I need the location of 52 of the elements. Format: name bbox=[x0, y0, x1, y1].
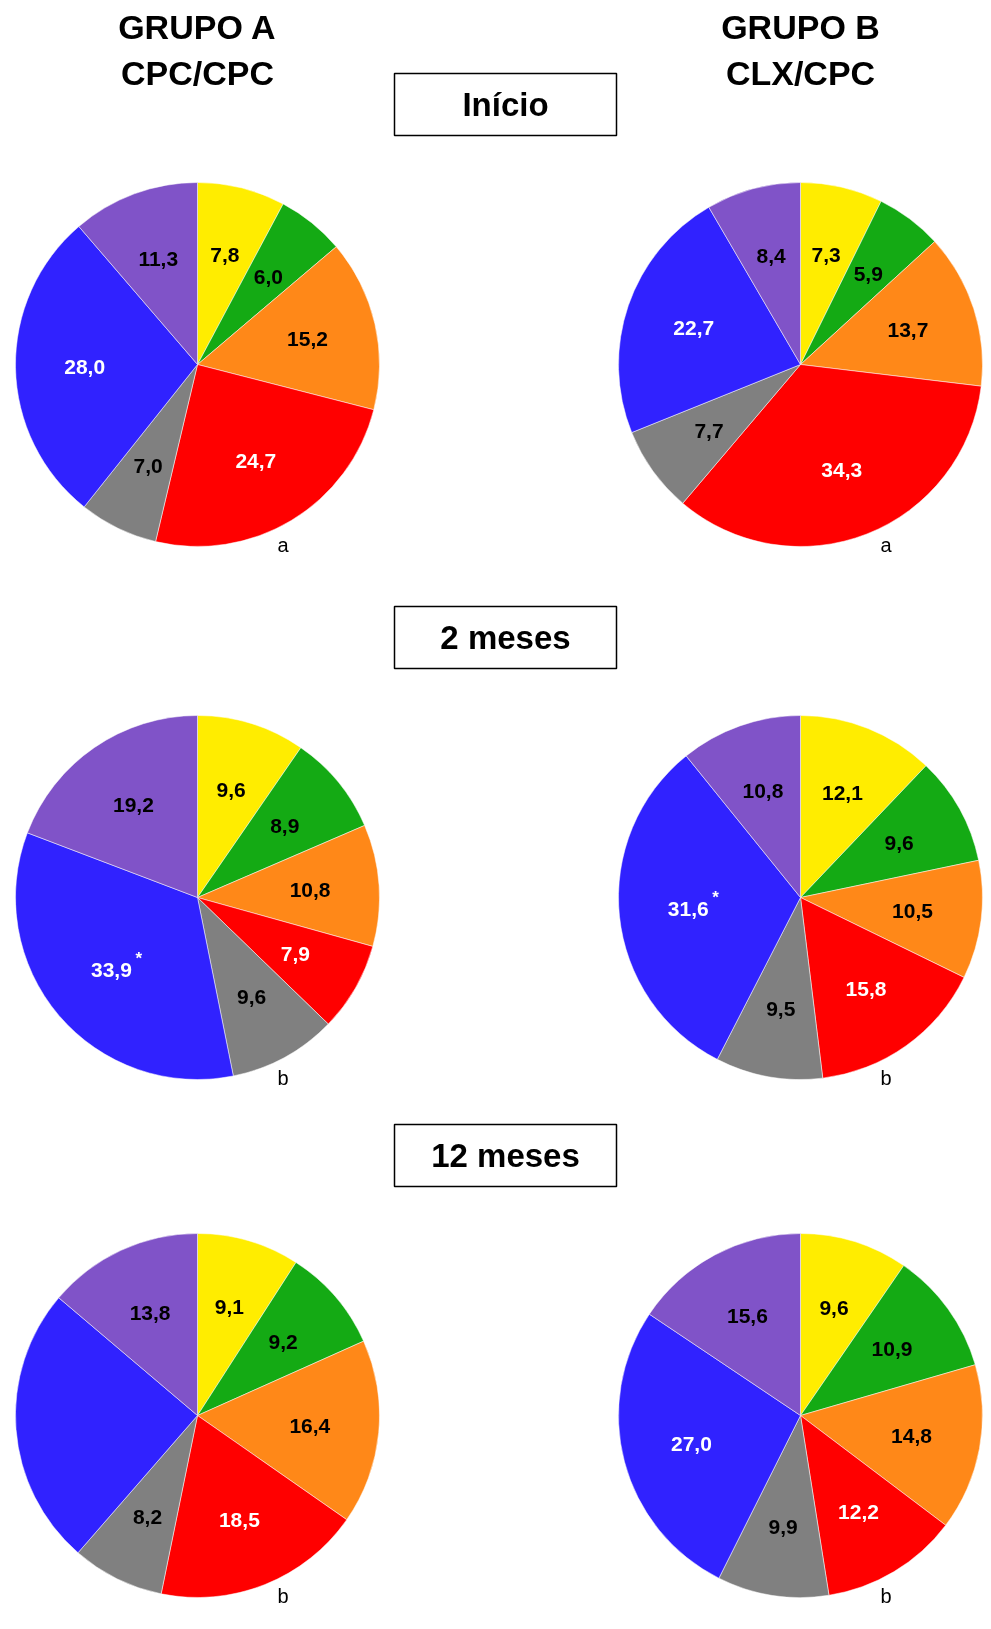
data-label: 7,7 bbox=[694, 418, 724, 442]
data-label: 9,6 bbox=[819, 1295, 849, 1319]
data-label: 15,6 bbox=[726, 1303, 768, 1327]
data-label: 10,5 bbox=[892, 899, 934, 923]
text: b bbox=[277, 1584, 289, 1607]
data-label: 9,5 bbox=[766, 996, 796, 1020]
data-label: 8,4 bbox=[756, 243, 786, 267]
data-label: 10,9 bbox=[871, 1337, 913, 1361]
data-label: 12,2 bbox=[838, 1500, 879, 1524]
data-label: 7,9 bbox=[280, 941, 311, 965]
data-label: 9,6 bbox=[237, 984, 267, 1008]
data-label: 13,8 bbox=[129, 1301, 171, 1325]
chart-title: GRUPO A CPC/CPC bbox=[118, 7, 276, 92]
data-label: 5,9 bbox=[853, 262, 883, 286]
data-label: 18,5 bbox=[218, 1508, 261, 1532]
data-label: 7,0 bbox=[133, 453, 163, 477]
data-label: 11,3 bbox=[138, 246, 179, 270]
data-label: 14,8 bbox=[891, 1423, 933, 1447]
data-label: 28,0 bbox=[64, 354, 106, 378]
data-label: 12,1 bbox=[821, 780, 864, 804]
data-label: 22,7 bbox=[673, 315, 715, 339]
chart-title: GRUPO B CLX/CPC bbox=[721, 7, 880, 92]
text: a bbox=[880, 533, 893, 556]
data-label: 34,3 bbox=[821, 457, 863, 481]
data-label: 16,4 bbox=[289, 1414, 331, 1438]
data-label: 9,1 bbox=[214, 1295, 245, 1319]
data-label: 31,6* bbox=[667, 887, 720, 921]
data-label: 19,2 bbox=[113, 792, 154, 816]
text: b bbox=[880, 1066, 892, 1089]
text: a bbox=[277, 533, 290, 556]
data-label: 7,8 bbox=[210, 243, 240, 267]
data-label: 6,0 bbox=[253, 264, 283, 288]
text: 12 meses bbox=[431, 1137, 580, 1174]
data-label: 27,0 bbox=[670, 1432, 712, 1456]
text: Início bbox=[462, 86, 549, 123]
data-label: 9,9 bbox=[768, 1515, 798, 1539]
data-label: 10,8 bbox=[742, 779, 784, 803]
data-label: 9,2 bbox=[268, 1329, 298, 1353]
text: b bbox=[277, 1066, 289, 1089]
data-label: 24,7 bbox=[235, 449, 277, 473]
data-label: 9,6 bbox=[884, 830, 914, 854]
data-label: 7,3 bbox=[811, 242, 841, 266]
data-label: 13,7 bbox=[887, 317, 929, 341]
data-label: 15,2 bbox=[287, 327, 328, 351]
data-label: 9,6 bbox=[216, 777, 246, 801]
data-label: 8,9 bbox=[270, 813, 300, 837]
data-label: 8,2 bbox=[132, 1504, 163, 1528]
data-label: 10,8 bbox=[289, 877, 331, 901]
data-label: 33,9* bbox=[90, 948, 143, 982]
text: 2 meses bbox=[440, 619, 571, 656]
text: b bbox=[880, 1584, 892, 1607]
data-label: 15,8 bbox=[845, 977, 887, 1001]
